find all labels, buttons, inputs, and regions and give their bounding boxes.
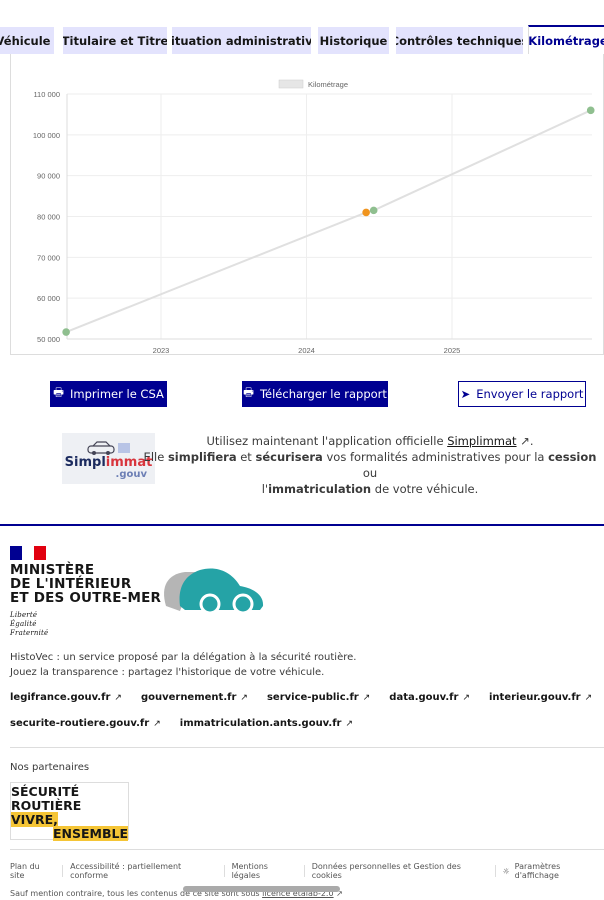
data-point[interactable]: [586, 106, 595, 115]
tab-historique[interactable]: Historique: [318, 27, 389, 54]
external-link-icon: ↗: [333, 889, 343, 898]
footer-bottom-links: Plan du site Accessibilité : partielleme…: [10, 862, 604, 880]
y-tick-label: 110 000: [33, 90, 60, 99]
data-point[interactable]: [362, 208, 370, 217]
footer-link-mentions[interactable]: Mentions légales: [231, 862, 268, 880]
print-csa-button[interactable]: 🖶 Imprimer le CSA: [50, 381, 167, 407]
data-point[interactable]: [62, 328, 70, 336]
footer-link[interactable]: data.gouv.fr ↗: [389, 692, 470, 703]
french-flag-icon: [10, 546, 46, 560]
x-tick-label: 2024: [298, 346, 315, 355]
simplimmat-link[interactable]: Simplimmat: [447, 434, 517, 448]
licence-link[interactable]: licence etalab-2.0: [262, 889, 334, 898]
display-settings-icon: ☼: [502, 866, 510, 876]
y-tick-label: 100 000: [33, 131, 60, 140]
mileage-line: [65, 109, 592, 333]
tab-vehicule[interactable]: Véhicule: [0, 27, 54, 54]
footer-link[interactable]: securite-routiere.gouv.fr ↗: [10, 718, 161, 729]
y-tick-label: 80 000: [37, 213, 60, 222]
simplimmat-logo: Simplimmat .gouv: [62, 433, 155, 484]
external-link-icon: ↗: [516, 434, 530, 448]
securite-routiere-logo[interactable]: SÉCURITÉ ROUTIÈRE VIVRE, ENSEMBLE: [10, 782, 129, 841]
footer-link[interactable]: immatriculation.ants.gouv.fr ↗: [179, 718, 354, 729]
footer-link[interactable]: gouvernement.fr ↗: [140, 692, 248, 703]
partners-heading: Nos partenaires: [10, 762, 90, 773]
footer: MINISTÈRE DE L'INTÉRIEUR ET DES OUTRE-MER …: [0, 524, 604, 900]
footer-links-row1: legifrance.gouv.fr ↗ gouvernement.fr ↗ servi…: [10, 692, 592, 703]
ministry-logo[interactable]: MINISTÈRE DE L'INTÉRIEUR ET DES OUTRE-MER …: [10, 546, 161, 638]
footer-description: HistoVec : un service proposé par la dél…: [10, 652, 357, 678]
x-tick-label: 2025: [444, 346, 461, 355]
printer-icon: 🖶: [243, 384, 254, 399]
external-link-icon: ↗: [362, 693, 371, 703]
data-point[interactable]: [369, 206, 378, 215]
simplimmat-promo-text: Utilisez maintenant l'application offici…: [143, 434, 597, 496]
footer-link-donnees[interactable]: Données personnelles et Gestion des cook…: [311, 862, 461, 880]
external-link-icon: ↗: [584, 693, 593, 703]
divider: [10, 747, 604, 748]
legend-swatch[interactable]: [278, 79, 304, 89]
footer-link[interactable]: legifrance.gouv.fr ↗: [10, 692, 122, 703]
footer-link[interactable]: service-public.fr ↗: [266, 692, 371, 703]
licence-text: Sauf mention contraire, tous les contenu…: [10, 889, 343, 898]
legend-label[interactable]: Kilométrage: [308, 80, 348, 89]
tab-titulaire[interactable]: Titulaire et Titre: [63, 27, 167, 54]
send-report-button[interactable]: ➤ Envoyer le rapport: [458, 381, 586, 407]
external-link-icon: ↗: [153, 719, 161, 729]
download-report-button[interactable]: 🖶 Télécharger le rapport: [242, 381, 388, 407]
external-link-icon: ↗: [114, 693, 122, 703]
tab-kilometrage[interactable]: Kilométrage: [528, 25, 604, 54]
footer-links-row2: securite-routiere.gouv.fr ↗ immatriculatio…: [10, 718, 353, 729]
tab-bar: Véhicule Titulaire et Titre Situation ad…: [0, 25, 604, 54]
y-tick-label: 70 000: [37, 253, 60, 262]
histovec-car-logo[interactable]: [160, 566, 270, 616]
y-tick-label: 60 000: [37, 294, 60, 303]
car-icon: [86, 441, 130, 455]
y-tick-label: 90 000: [37, 172, 60, 181]
tab-situation[interactable]: Situation administrative: [172, 27, 311, 54]
mileage-chart: 50 000 60 000 70 000 80 000 90 000 100 000 110…: [33, 79, 595, 355]
footer-link-plan[interactable]: Plan du site: [10, 862, 40, 880]
divider: [10, 849, 604, 850]
external-link-icon: ↗: [240, 693, 248, 703]
tab-controles[interactable]: Contrôles techniques: [396, 27, 523, 54]
x-tick-label: 2023: [153, 346, 170, 355]
footer-link-parametres[interactable]: Paramètres d'affichage: [514, 862, 561, 880]
y-tick-label: 50 000: [37, 335, 60, 344]
footer-link-accessibilite[interactable]: Accessibilité : partiellement conforme: [70, 862, 182, 880]
send-icon: ➤: [460, 387, 471, 401]
footer-link[interactable]: interieur.gouv.fr ↗: [489, 692, 593, 703]
horizontal-scrollbar[interactable]: [183, 886, 340, 892]
printer-icon: 🖶: [53, 384, 65, 399]
external-link-icon: ↗: [462, 693, 470, 703]
external-link-icon: ↗: [345, 719, 354, 729]
